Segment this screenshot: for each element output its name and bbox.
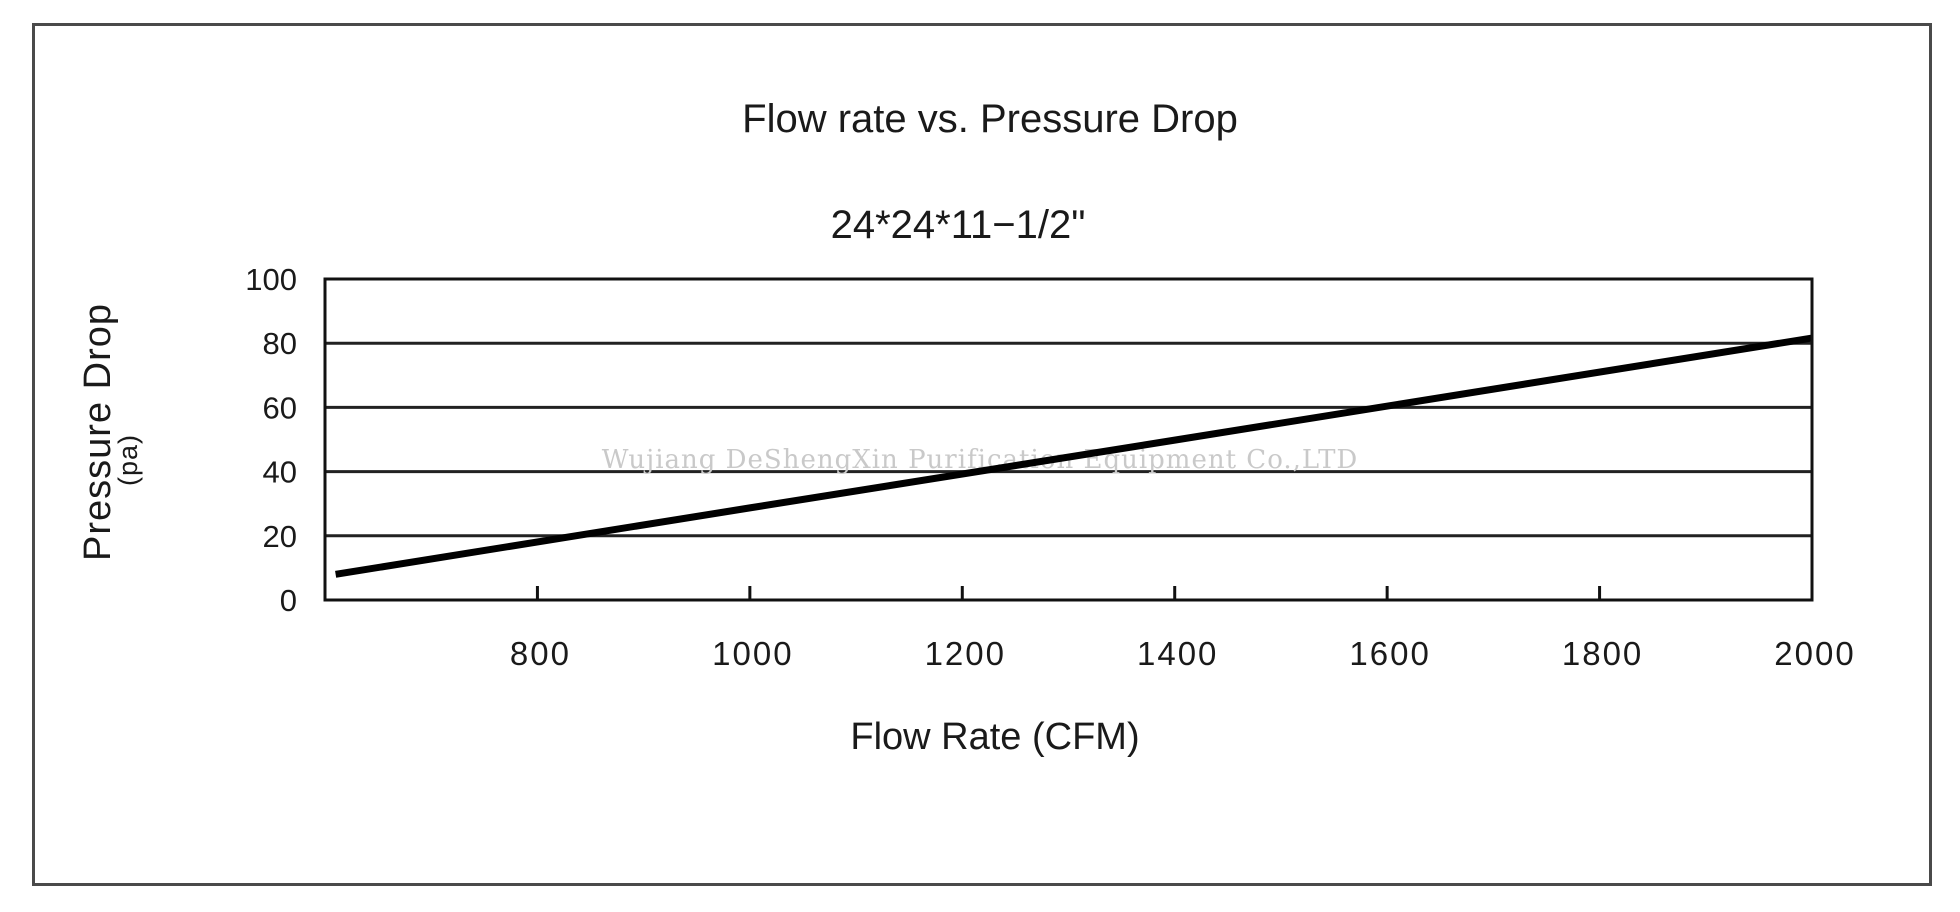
x-tick-label: 1800 — [1562, 635, 1643, 672]
x-axis-label: Flow Rate (CFM) — [850, 716, 1139, 758]
x-tick-label: 1000 — [712, 635, 793, 672]
y-tick-label: 100 — [245, 262, 297, 297]
chart-frame — [32, 23, 1932, 886]
x-tick-label: 1600 — [1349, 635, 1430, 672]
x-tick-label: 2000 — [1774, 635, 1855, 672]
y-tick-label: 20 — [263, 519, 297, 554]
chart-title: Flow rate vs. Pressure Drop — [742, 97, 1238, 141]
y-tick-label: 0 — [280, 583, 297, 618]
x-tick-label: 1400 — [1137, 635, 1218, 672]
x-tick-label: 800 — [510, 635, 571, 672]
y-tick-label: 80 — [263, 326, 297, 361]
y-tick-label: 40 — [263, 455, 297, 490]
series-line — [335, 334, 1813, 578]
plot-area-border — [323, 277, 1814, 602]
chart-subtitle: 24*24*11−1/2" — [831, 203, 1086, 247]
y-axis-unit: (pa) — [113, 434, 143, 486]
y-tick-label: 60 — [263, 390, 297, 425]
y-axis-label: Pressure Drop — [77, 303, 119, 561]
series-layer — [335, 334, 1813, 578]
x-tick-label: 1200 — [925, 635, 1006, 672]
axis-ticks: 0 20 40 60 80 100 800 1000 1200 1400 1600 1800 2000 — [245, 262, 1855, 672]
